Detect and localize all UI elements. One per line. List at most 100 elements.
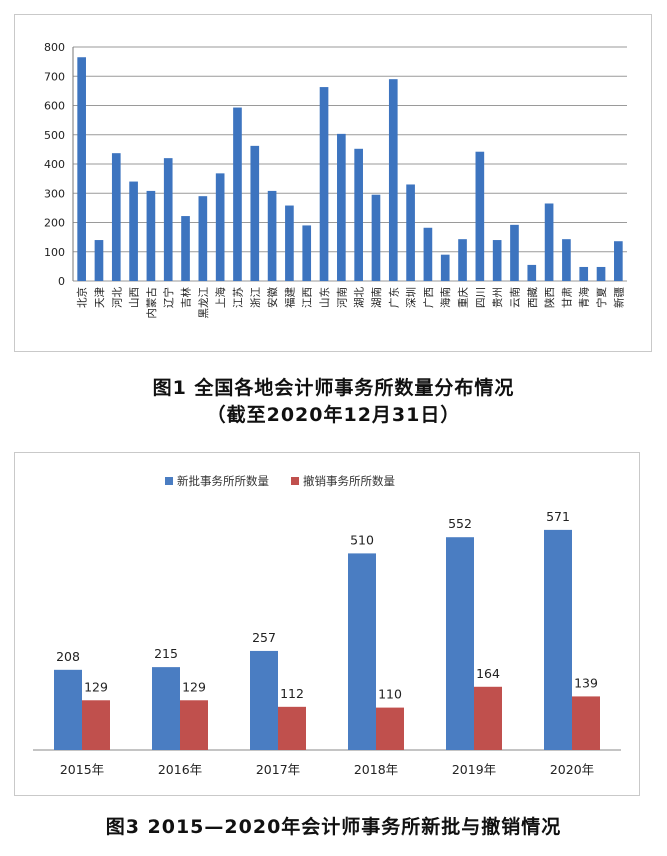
x-tick-label: 上海	[214, 287, 227, 308]
bar	[94, 240, 104, 281]
bar	[440, 254, 450, 281]
legend-label: 新批事务所所数量	[177, 474, 269, 488]
bar	[285, 205, 294, 281]
x-tick-label: 云南	[508, 287, 521, 308]
x-tick-label: 2020年	[550, 762, 594, 777]
data-label: 110	[378, 687, 402, 702]
x-tick-label: 辽宁	[162, 287, 175, 308]
x-tick-label: 2017年	[256, 762, 300, 777]
x-tick-label: 吉林	[180, 287, 193, 308]
x-tick-label: 2019年	[452, 762, 496, 777]
bar	[250, 145, 260, 281]
x-tick-label: 安徽	[266, 287, 279, 308]
x-tick-label: 陕西	[543, 287, 556, 308]
bar-revoked	[278, 706, 306, 750]
data-label: 208	[56, 649, 80, 664]
y-tick-label: 700	[44, 70, 65, 83]
bar	[596, 266, 606, 281]
x-tick-label: 湖北	[354, 287, 366, 308]
x-tick-label: 新疆	[612, 287, 625, 308]
bar	[111, 153, 121, 281]
x-tick-label: 浙江	[250, 287, 262, 308]
bar	[388, 79, 398, 281]
bar	[544, 203, 554, 281]
x-tick-label: 湖南	[370, 287, 383, 308]
bar-new	[446, 537, 474, 750]
x-tick-label: 山东	[318, 287, 331, 308]
data-label: 571	[546, 509, 570, 524]
x-tick-label: 广西	[423, 287, 435, 308]
x-tick-label: 广东	[387, 287, 400, 308]
bar	[181, 216, 190, 281]
legend-swatch	[165, 477, 173, 485]
x-tick-label: 2016年	[158, 762, 202, 777]
data-label: 129	[84, 679, 108, 694]
bar-revoked	[376, 707, 404, 750]
x-tick-label: 甘肃	[560, 287, 573, 308]
x-tick-label: 贵州	[491, 287, 504, 308]
data-label: 129	[182, 679, 206, 694]
bar	[146, 190, 156, 281]
bar	[215, 173, 225, 281]
bar	[527, 264, 537, 281]
bar	[492, 240, 502, 281]
y-tick-label: 800	[44, 41, 65, 54]
bar-new	[152, 667, 180, 750]
bar	[406, 184, 415, 281]
bar	[458, 239, 467, 281]
x-tick-label: 天津	[94, 287, 106, 308]
bar-new	[54, 669, 82, 750]
x-tick-label: 海南	[439, 287, 452, 308]
bar	[77, 57, 86, 281]
x-tick-label: 福建	[283, 287, 296, 308]
y-tick-label: 100	[44, 246, 65, 259]
y-tick-label: 400	[44, 158, 65, 171]
data-label: 552	[448, 516, 472, 531]
x-tick-label: 黑龙江	[197, 287, 210, 319]
data-label: 215	[154, 646, 178, 661]
x-tick-label: 河南	[335, 287, 348, 308]
bar	[475, 151, 485, 281]
x-tick-label: 重庆	[457, 287, 470, 308]
bar	[163, 158, 173, 281]
bar-revoked	[474, 686, 502, 750]
x-tick-label: 山西	[129, 287, 141, 308]
bar	[423, 227, 433, 281]
figure-1-bar-chart: 0 100 200 300 400 500 600 700 800 北京 天津 河北 山西 内蒙古 辽宁 吉林…	[44, 41, 627, 319]
x-tick-label: 青海	[578, 287, 591, 308]
bar	[267, 190, 277, 281]
x-tick-label: 河北	[111, 287, 123, 308]
bar-revoked	[572, 696, 600, 750]
bar	[562, 239, 571, 281]
bar	[579, 266, 589, 281]
data-label: 139	[574, 675, 598, 690]
x-tick-label: 宁夏	[595, 287, 608, 308]
data-label: 112	[280, 686, 304, 701]
x-tick-label: 西藏	[527, 287, 539, 308]
figure-3-bar-chart: 新批事务所所数量 撤销事务所所数量 208 129 2015年 215 129 2016年 25…	[33, 474, 621, 777]
x-tick-label: 北京	[76, 287, 89, 308]
bar-new	[348, 553, 376, 750]
y-tick-label: 500	[44, 129, 65, 142]
x-tick-label: 四川	[475, 287, 487, 308]
bar	[198, 196, 208, 281]
legend-label: 撤销事务所所数量	[303, 474, 395, 488]
data-label: 164	[476, 666, 500, 681]
bar-new	[250, 650, 278, 750]
figure-3-frame: 新批事务所所数量 撤销事务所所数量 208 129 2015年 215 129 2016年 25…	[14, 452, 640, 796]
x-tick-label: 2015年	[60, 762, 104, 777]
data-label: 257	[252, 630, 276, 645]
bar	[614, 241, 623, 281]
figure-1-caption: 图1 全国各地会计师事务所数量分布情况	[152, 377, 515, 399]
y-tick-label: 600	[44, 100, 65, 113]
data-label: 510	[350, 532, 374, 547]
bar	[510, 224, 519, 281]
bar-new	[544, 529, 572, 750]
x-tick-label: 深圳	[406, 287, 418, 308]
y-tick-label: 0	[58, 275, 65, 288]
y-tick-label: 200	[44, 217, 65, 230]
bar	[233, 107, 242, 281]
x-tick-label: 2018年	[354, 762, 398, 777]
bar	[129, 181, 138, 281]
x-tick-label: 内蒙古	[145, 287, 158, 319]
